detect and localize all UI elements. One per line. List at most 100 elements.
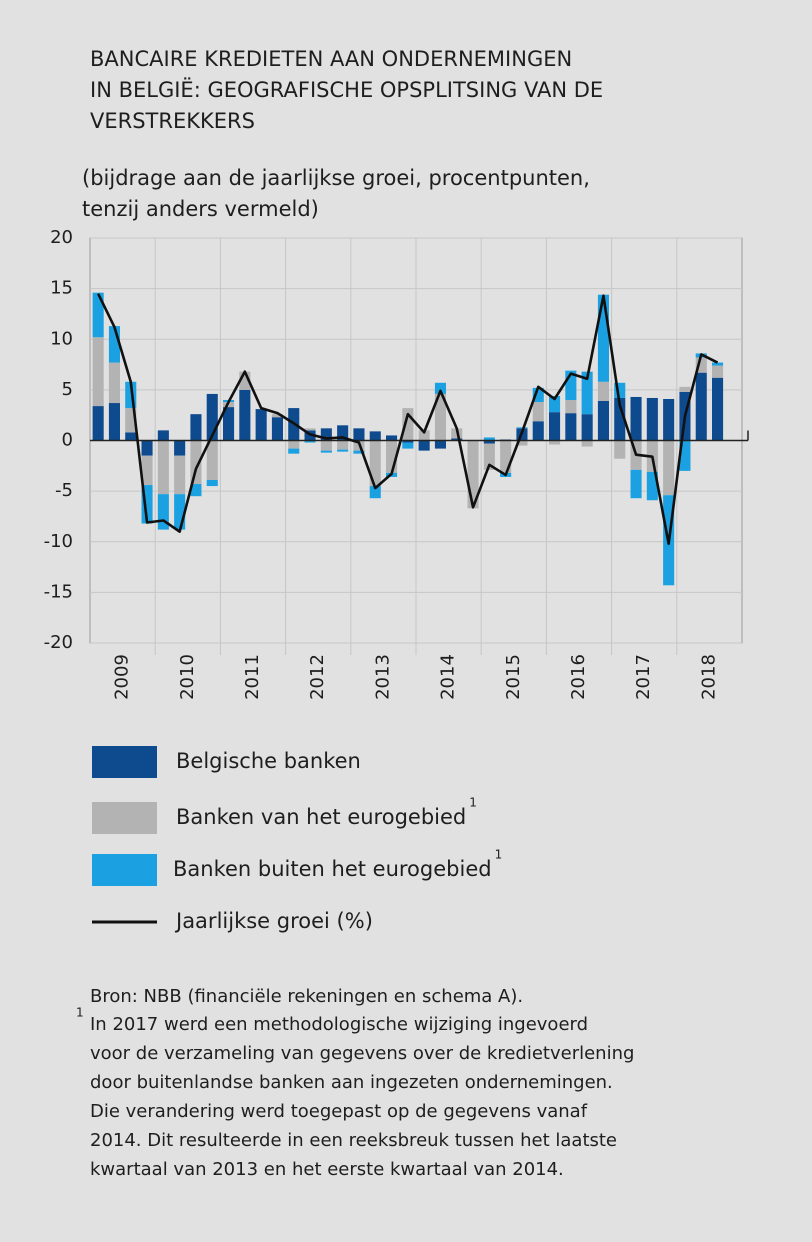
bar [418, 430, 430, 441]
chart-title: BANCAIRE KREDIETEN AAN ONDERNEMINGEN [90, 47, 572, 71]
bar [320, 450, 332, 453]
bar [92, 292, 104, 338]
bar [206, 479, 218, 487]
legend-note-mark: 1 [495, 848, 503, 862]
bar [92, 337, 104, 407]
bar [108, 362, 120, 404]
bar [337, 440, 349, 450]
bar [549, 412, 561, 441]
legend-label: Banken van het eurogebied [176, 805, 466, 829]
bar [516, 440, 528, 446]
bar [663, 440, 675, 496]
legend-label: Jaarlijkse groei (%) [174, 909, 373, 933]
bar [418, 440, 430, 451]
bar [500, 440, 512, 473]
x-tick-label: 2016 [568, 654, 589, 700]
y-tick-label: 10 [50, 328, 73, 349]
legend-label: Banken buiten het eurogebied [173, 857, 492, 881]
x-tick-label: 2015 [503, 654, 524, 700]
bar [581, 414, 593, 441]
legend-swatch [92, 746, 157, 778]
bar [532, 421, 544, 441]
bar [434, 393, 446, 441]
bar [565, 400, 577, 414]
bar [288, 448, 300, 454]
bar [695, 357, 707, 373]
bar [712, 377, 724, 441]
bar [353, 428, 365, 441]
bar [353, 450, 365, 454]
bar [108, 326, 120, 363]
source-note: Bron: NBB (financiële rekeningen en sche… [90, 986, 523, 1007]
bar [190, 484, 202, 497]
bar [288, 440, 300, 449]
bar [320, 440, 332, 451]
bar [386, 435, 398, 441]
bar [108, 403, 120, 441]
bar [434, 382, 446, 394]
bar [304, 440, 316, 443]
bar [271, 417, 283, 441]
bar [712, 365, 724, 378]
bar [223, 407, 235, 441]
y-tick-label: 15 [50, 278, 73, 299]
bar [239, 371, 251, 390]
footnote-mark: 1 [76, 1006, 84, 1020]
x-tick-label: 2014 [438, 654, 459, 700]
bar [255, 409, 267, 441]
legend-swatch [92, 802, 157, 834]
bar [614, 382, 626, 398]
bar [483, 440, 495, 444]
bar [646, 397, 658, 441]
footnote-line: Die verandering werd toegepast op de geg… [90, 1101, 588, 1122]
bar [141, 455, 153, 486]
bar [549, 395, 561, 413]
bar [565, 413, 577, 441]
x-tick-label: 2011 [242, 654, 263, 700]
bar [157, 430, 169, 441]
x-tick-label: 2010 [177, 654, 198, 700]
footnote-line: door buitenlandse banken aan ingezeten o… [90, 1072, 613, 1093]
bar [190, 440, 202, 485]
bar [402, 408, 414, 441]
bar [174, 494, 186, 530]
legend-label: Belgische banken [176, 749, 361, 773]
bar [581, 440, 593, 447]
x-tick-label: 2013 [372, 654, 393, 700]
bar [125, 408, 137, 433]
bar [369, 486, 381, 499]
bar [646, 471, 658, 501]
bar [581, 371, 593, 415]
bar [141, 440, 153, 456]
bar [174, 455, 186, 495]
bar [125, 432, 137, 441]
bar [483, 437, 495, 441]
x-tick-label: 2012 [307, 654, 328, 700]
chart-subtitle: (bijdrage aan de jaarlijkse groei, proce… [82, 166, 590, 190]
bar [679, 440, 691, 471]
bar [679, 386, 691, 392]
bar [369, 431, 381, 441]
y-tick-label: -15 [44, 581, 73, 602]
chart-title: VERSTREKKERS [90, 109, 255, 133]
bar [712, 362, 724, 366]
line [96, 293, 719, 546]
bar [434, 440, 446, 449]
bar [206, 393, 218, 441]
x-tick-label: 2009 [112, 654, 133, 700]
bar [402, 440, 414, 443]
bar [157, 440, 169, 495]
y-tick-label: 0 [62, 430, 73, 451]
bar [386, 440, 398, 473]
footnote-line: kwartaal van 2013 en het eerste kwartaal… [90, 1159, 564, 1180]
bar [125, 381, 137, 409]
bar [565, 370, 577, 400]
bar [174, 440, 186, 456]
bar [630, 396, 642, 441]
bar [157, 494, 169, 530]
bar [304, 428, 316, 431]
bar [532, 387, 544, 403]
bar [92, 406, 104, 441]
bar [320, 428, 332, 441]
